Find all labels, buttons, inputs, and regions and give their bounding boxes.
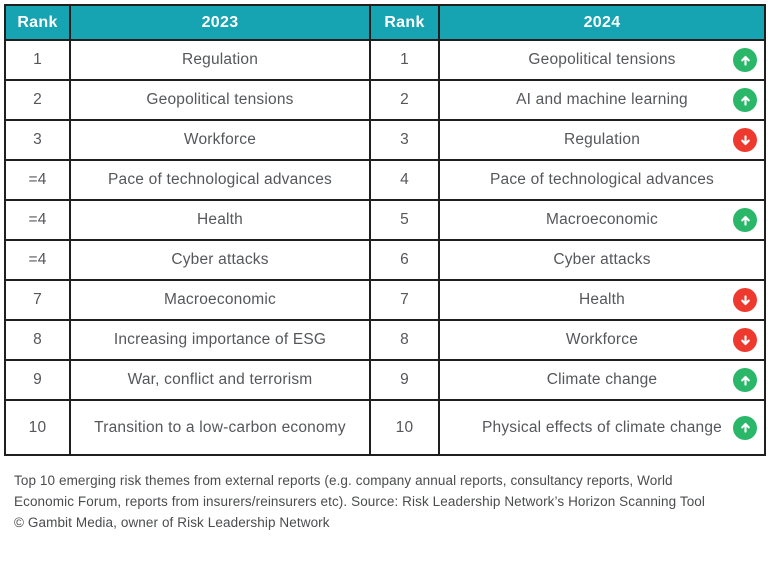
rank-2024-cell: 6 <box>369 239 440 281</box>
rank-2024-cell: 5 <box>369 199 440 241</box>
theme-2024-cell: Physical effects of climate change <box>438 399 766 456</box>
theme-2023-cell: Workforce <box>69 119 371 161</box>
up-arrow-icon <box>733 48 757 72</box>
up-arrow-icon <box>733 415 757 440</box>
table-row: =4 Pace of technological advances 4 Pace… <box>4 159 766 201</box>
table-row: 3 Workforce 3 Regulation <box>4 119 766 161</box>
theme-2023-cell: Transition to a low-carbon economy <box>69 399 371 456</box>
risk-ranking-table: Rank 2023 Rank 2024 1 Regulation 1 Geopo… <box>4 4 766 456</box>
up-arrow-icon <box>733 208 757 232</box>
theme-2024-label: Cyber attacks <box>553 251 651 268</box>
rank-2023-cell: =4 <box>4 239 71 281</box>
source-note-line: Top 10 emerging risk themes from externa… <box>14 473 673 488</box>
theme-2024-cell: Health <box>438 279 766 321</box>
table-row: 7 Macroeconomic 7 Health <box>4 279 766 321</box>
theme-2024-cell: Workforce <box>438 319 766 361</box>
rank-2024-cell: 7 <box>369 279 440 321</box>
theme-2023-cell: Cyber attacks <box>69 239 371 281</box>
theme-2024-label: AI and machine learning <box>516 91 688 108</box>
rank-2023-cell: 7 <box>4 279 71 321</box>
rank-2023-cell: =4 <box>4 159 71 201</box>
theme-2024-label: Health <box>578 291 625 308</box>
up-arrow-icon <box>733 368 757 392</box>
theme-2024-cell: Regulation <box>438 119 766 161</box>
theme-2024-label: Geopolitical tensions <box>528 51 676 68</box>
table-row: 1 Regulation 1 Geopolitical tensions <box>4 39 766 81</box>
table-row: =4 Cyber attacks 6 Cyber attacks <box>4 239 766 281</box>
theme-2024-cell: AI and machine learning <box>438 79 766 121</box>
rank-2023-cell: 1 <box>4 39 71 81</box>
source-note: Top 10 emerging risk themes from externa… <box>4 456 764 534</box>
column-header-rank-2024: Rank <box>369 4 440 41</box>
rank-2024-cell: 3 <box>369 119 440 161</box>
theme-2024-cell: Cyber attacks <box>438 239 766 281</box>
rank-2024-cell: 1 <box>369 39 440 81</box>
theme-2024-label: Regulation <box>563 131 641 148</box>
down-arrow-icon <box>733 128 757 152</box>
theme-2024-label: Climate change <box>546 371 658 388</box>
column-header-2024: 2024 <box>438 4 766 41</box>
theme-2023-cell: Macroeconomic <box>69 279 371 321</box>
source-note-line: Economic Forum, reports from insurers/re… <box>14 493 706 509</box>
rank-2024-cell: 2 <box>369 79 440 121</box>
page: Rank 2023 Rank 2024 1 Regulation 1 Geopo… <box>4 4 766 534</box>
table-row: =4 Health 5 Macroeconomic <box>4 199 766 241</box>
theme-2024-label: Pace of technological advances <box>489 171 714 188</box>
theme-2023-cell: War, conflict and terrorism <box>69 359 371 401</box>
table-row: 9 War, conflict and terrorism 9 Climate … <box>4 359 766 401</box>
rank-2023-cell: 10 <box>4 399 71 456</box>
theme-2024-cell: Macroeconomic <box>438 199 766 241</box>
theme-2024-label: Macroeconomic <box>545 211 658 228</box>
down-arrow-icon <box>733 288 757 312</box>
rank-2023-cell: 3 <box>4 119 71 161</box>
table-row: 8 Increasing importance of ESG 8 Workfor… <box>4 319 766 361</box>
theme-2023-cell: Geopolitical tensions <box>69 79 371 121</box>
table-row: 2 Geopolitical tensions 2 AI and machine… <box>4 79 766 121</box>
theme-2024-cell: Geopolitical tensions <box>438 39 766 81</box>
rank-2024-cell: 4 <box>369 159 440 201</box>
theme-2023-cell: Health <box>69 199 371 241</box>
table-row: 10 Transition to a low-carbon economy 10… <box>4 399 766 456</box>
column-header-rank-2023: Rank <box>4 4 71 41</box>
theme-2024-cell: Pace of technological advances <box>438 159 766 201</box>
theme-2023-cell: Regulation <box>69 39 371 81</box>
rank-2024-cell: 8 <box>369 319 440 361</box>
theme-2024-cell: Climate change <box>438 359 766 401</box>
column-header-2023: 2023 <box>69 4 371 41</box>
rank-2023-cell: 2 <box>4 79 71 121</box>
theme-2024-label: Workforce <box>565 331 639 348</box>
theme-2024-label: Physical effects of climate change <box>482 418 722 436</box>
rank-2023-cell: =4 <box>4 199 71 241</box>
theme-2023-cell: Increasing importance of ESG <box>69 319 371 361</box>
rank-2024-cell: 9 <box>369 359 440 401</box>
header-row: Rank 2023 Rank 2024 <box>4 4 766 41</box>
rank-2024-cell: 10 <box>369 399 440 456</box>
down-arrow-icon <box>733 328 757 352</box>
copyright-line: © Gambit Media, owner of Risk Leadership… <box>14 514 330 530</box>
up-arrow-icon <box>733 88 757 112</box>
rank-2023-cell: 8 <box>4 319 71 361</box>
theme-2023-cell: Pace of technological advances <box>69 159 371 201</box>
rank-2023-cell: 9 <box>4 359 71 401</box>
